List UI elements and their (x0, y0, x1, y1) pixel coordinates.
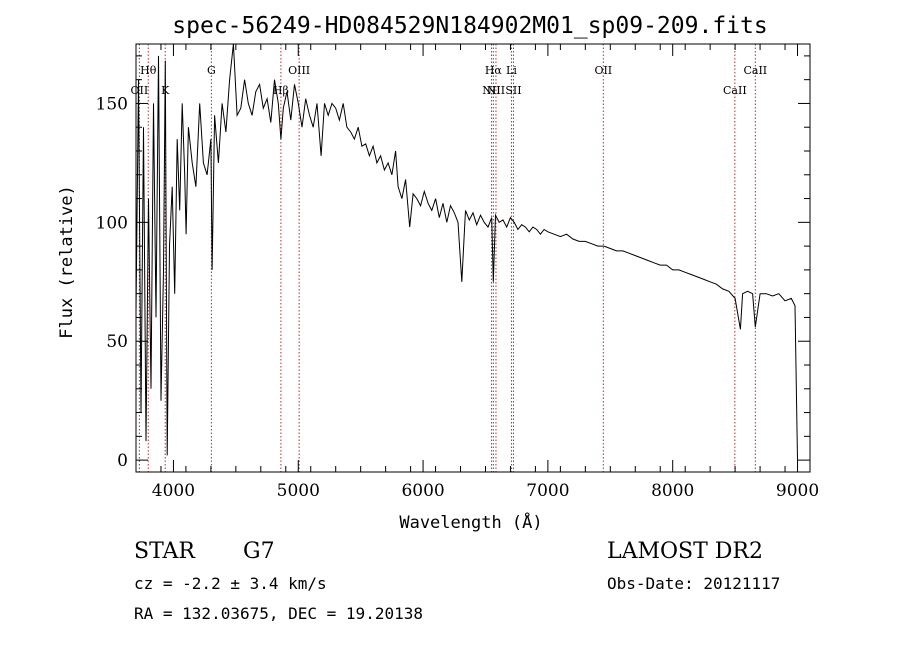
y-axis-label: Flux (relative) (57, 185, 77, 339)
x-axis-label: Wavelength (Å) (399, 511, 542, 533)
object-class: STAR (134, 539, 196, 564)
y-tick-label: 100 (96, 213, 128, 233)
line-label: OII (131, 84, 149, 97)
x-tick-label: 6000 (401, 481, 444, 501)
line-label: G (207, 64, 216, 77)
spectrum-line (135, 43, 798, 461)
redshift-text: cz = -2.2 ± 3.4 km/s (134, 574, 327, 593)
line-label: Hα (485, 64, 503, 77)
chart-title: spec-56249-HD084529N184902M01_sp09-209.f… (172, 13, 767, 39)
spectral-line-markers (138, 44, 756, 472)
x-tick-label: 9000 (776, 481, 819, 501)
x-tick-label: 7000 (526, 481, 569, 501)
line-label: CaII (743, 64, 767, 77)
y-tick-label: 0 (117, 451, 128, 471)
line-label: NII (482, 84, 500, 97)
object-subclass: G7 (243, 539, 275, 564)
y-tick-label: 50 (106, 332, 128, 352)
line-label: NII (487, 84, 505, 97)
line-label: Hθ (140, 64, 157, 77)
plot-frame (135, 43, 811, 473)
spectrum-series (135, 43, 798, 461)
line-label: Li (506, 64, 517, 77)
obs-date: Obs-Date: 20121117 (607, 574, 780, 593)
line-label: OII (594, 64, 612, 77)
coordinates: RA = 132.03675, DEC = 19.20138 (134, 604, 423, 623)
y-tick-label: 150 (96, 94, 128, 114)
line-label: CaII (723, 84, 747, 97)
survey-name: LAMOST DR2 (607, 539, 763, 564)
x-tick-label: 5000 (277, 481, 320, 501)
line-label: SII (505, 84, 521, 97)
line-label: OIII (288, 64, 310, 77)
axis-ticks: 4000 5000 6000 7000 8000 9000 0 50 100 150 (96, 44, 819, 501)
x-tick-label: 4000 (152, 481, 195, 501)
x-tick-label: 8000 (651, 481, 694, 501)
